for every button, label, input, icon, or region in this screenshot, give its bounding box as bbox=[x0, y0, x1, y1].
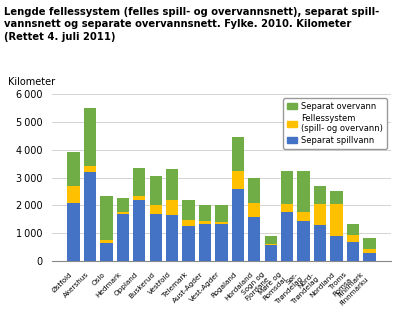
Bar bbox=[100, 196, 113, 241]
Bar bbox=[265, 244, 277, 245]
Bar bbox=[330, 203, 343, 236]
Bar bbox=[67, 203, 80, 261]
Bar bbox=[100, 241, 113, 243]
Bar bbox=[199, 221, 211, 224]
Bar bbox=[248, 217, 261, 261]
Bar bbox=[84, 166, 96, 172]
Text: Kilometer: Kilometer bbox=[8, 77, 55, 87]
Bar bbox=[199, 224, 211, 261]
Bar bbox=[298, 171, 310, 212]
Bar bbox=[363, 238, 375, 249]
Bar bbox=[67, 186, 80, 203]
Bar bbox=[314, 225, 326, 261]
Legend: Separat overvann, Fellessystem
(spill- og overvann), Separat spillvann: Separat overvann, Fellessystem (spill- o… bbox=[283, 98, 387, 149]
Bar bbox=[84, 108, 96, 166]
Bar bbox=[84, 172, 96, 261]
Text: Lengde fellessystem (felles spill- og overvannsnett), separat spill-
vannsnett o: Lengde fellessystem (felles spill- og ov… bbox=[4, 7, 379, 42]
Bar bbox=[117, 212, 129, 214]
Bar bbox=[232, 171, 244, 189]
Bar bbox=[133, 168, 145, 196]
Bar bbox=[314, 204, 326, 225]
Bar bbox=[166, 200, 178, 215]
Bar bbox=[150, 176, 162, 205]
Bar bbox=[182, 226, 195, 261]
Bar bbox=[265, 245, 277, 261]
Bar bbox=[265, 236, 277, 244]
Bar bbox=[248, 178, 261, 203]
Bar bbox=[347, 224, 359, 235]
Bar bbox=[363, 249, 375, 253]
Bar bbox=[281, 204, 293, 212]
Bar bbox=[363, 253, 375, 261]
Bar bbox=[215, 224, 227, 261]
Bar bbox=[133, 200, 145, 261]
Bar bbox=[166, 169, 178, 200]
Bar bbox=[232, 189, 244, 261]
Bar bbox=[215, 222, 227, 224]
Bar bbox=[232, 137, 244, 171]
Bar bbox=[100, 243, 113, 261]
Bar bbox=[281, 171, 293, 204]
Bar bbox=[248, 203, 261, 217]
Bar bbox=[67, 152, 80, 186]
Bar bbox=[215, 205, 227, 222]
Bar bbox=[199, 205, 211, 221]
Bar bbox=[117, 214, 129, 261]
Bar bbox=[330, 191, 343, 203]
Bar bbox=[347, 242, 359, 261]
Bar bbox=[281, 212, 293, 261]
Bar bbox=[150, 214, 162, 261]
Bar bbox=[314, 186, 326, 204]
Bar bbox=[150, 205, 162, 214]
Bar bbox=[298, 212, 310, 221]
Bar bbox=[330, 236, 343, 261]
Bar bbox=[133, 196, 145, 200]
Bar bbox=[182, 200, 195, 220]
Bar bbox=[117, 198, 129, 212]
Bar bbox=[347, 235, 359, 242]
Bar bbox=[182, 220, 195, 226]
Bar bbox=[166, 215, 178, 261]
Bar bbox=[298, 221, 310, 261]
